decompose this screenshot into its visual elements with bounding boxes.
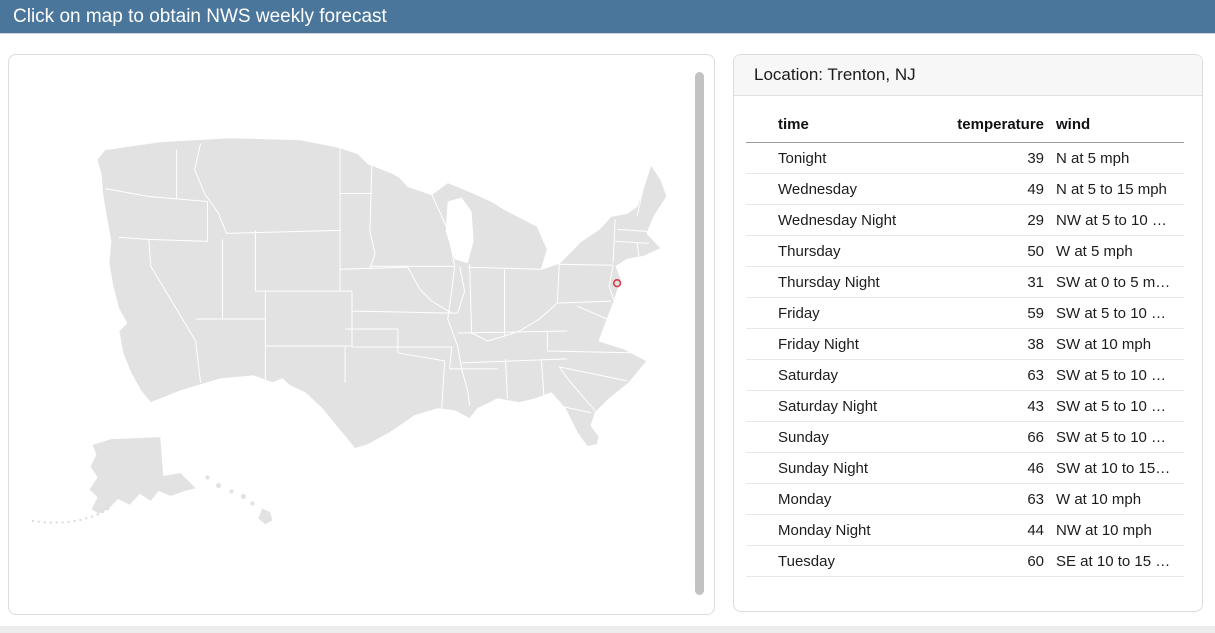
location-title: Location: Trenton, NJ	[734, 55, 1202, 96]
cell-temperature: 59	[946, 297, 1044, 329]
cell-temperature: 46	[946, 452, 1044, 484]
cell-temperature: 31	[946, 266, 1044, 298]
cell-time: Wednesday Night	[746, 204, 946, 236]
table-row: Friday Night 38 SW at 10 mph	[746, 328, 1184, 360]
table-row: Tuesday 60 SE at 10 to 15 …	[746, 545, 1184, 577]
cell-time: Monday	[746, 483, 946, 515]
cell-wind: NW at 10 mph	[1044, 514, 1184, 546]
cell-temperature: 43	[946, 390, 1044, 422]
table-row: Sunday Night 46 SW at 10 to 15…	[746, 452, 1184, 484]
main-content: Location: Trenton, NJ time temperature w…	[0, 34, 1215, 626]
cell-wind: SW at 10 mph	[1044, 328, 1184, 360]
map-panel	[8, 54, 715, 615]
forecast-table: time temperature wind Tonight 39 N at 5 …	[746, 108, 1184, 577]
cell-time: Tonight	[746, 142, 946, 174]
cell-temperature: 66	[946, 421, 1044, 453]
table-row: Saturday Night 43 SW at 5 to 10 …	[746, 390, 1184, 422]
cell-temperature: 63	[946, 359, 1044, 391]
page-title: Click on map to obtain NWS weekly foreca…	[0, 0, 1215, 34]
cell-time: Sunday Night	[746, 452, 946, 484]
map-state-borders-west	[104, 143, 498, 409]
column-header-temperature: temperature	[946, 108, 1044, 143]
cell-time: Wednesday	[746, 173, 946, 205]
map-lower48[interactable]	[96, 137, 668, 450]
map-alaska[interactable]	[88, 436, 198, 515]
cell-wind: N at 5 to 15 mph	[1044, 173, 1184, 205]
column-header-time: time	[746, 108, 946, 143]
cell-temperature: 60	[946, 545, 1044, 577]
map-scrollbar-thumb[interactable]	[695, 72, 704, 595]
us-map[interactable]	[9, 55, 714, 614]
cell-wind: SE at 10 to 15 …	[1044, 545, 1184, 577]
cell-time: Thursday	[746, 235, 946, 267]
map-state-borders-midwest	[340, 157, 560, 406]
table-row: Monday Night 44 NW at 10 mph	[746, 514, 1184, 546]
table-row: Thursday 50 W at 5 mph	[746, 235, 1184, 267]
cell-temperature: 63	[946, 483, 1044, 515]
cell-time: Sunday	[746, 421, 946, 453]
table-row: Friday 59 SW at 5 to 10 …	[746, 297, 1184, 329]
cell-time: Monday Night	[746, 514, 946, 546]
cell-wind: N at 5 mph	[1044, 142, 1184, 174]
map-state-borders-east	[457, 169, 650, 414]
cell-temperature: 44	[946, 514, 1044, 546]
cell-time: Saturday	[746, 359, 946, 391]
cell-wind: W at 5 mph	[1044, 235, 1184, 267]
cell-temperature: 49	[946, 173, 1044, 205]
table-row: Saturday 63 SW at 5 to 10 …	[746, 359, 1184, 391]
cell-temperature: 29	[946, 204, 1044, 236]
cell-wind: SW at 0 to 5 m…	[1044, 266, 1184, 298]
cell-temperature: 50	[946, 235, 1044, 267]
cell-temperature: 39	[946, 142, 1044, 174]
forecast-card: Location: Trenton, NJ time temperature w…	[733, 54, 1203, 612]
map-lake-michigan	[445, 197, 474, 264]
cell-wind: W at 10 mph	[1044, 483, 1184, 515]
column-header-wind: wind	[1044, 108, 1184, 143]
cell-time: Thursday Night	[746, 266, 946, 298]
cell-wind: SW at 5 to 10 …	[1044, 390, 1184, 422]
table-row: Sunday 66 SW at 5 to 10 …	[746, 421, 1184, 453]
table-header-row: time temperature wind	[746, 108, 1184, 143]
map-hawaii[interactable]	[205, 475, 273, 525]
cell-time: Tuesday	[746, 545, 946, 577]
cell-temperature: 38	[946, 328, 1044, 360]
table-row: Monday 63 W at 10 mph	[746, 483, 1184, 515]
table-row: Wednesday Night 29 NW at 5 to 10 …	[746, 204, 1184, 236]
forecast-table-body: Tonight 39 N at 5 mph Wednesday 49 N at …	[746, 142, 1184, 577]
cell-wind: SW at 5 to 10 …	[1044, 359, 1184, 391]
location-marker-icon	[612, 278, 622, 288]
cell-time: Saturday Night	[746, 390, 946, 422]
cell-wind: SW at 5 to 10 …	[1044, 297, 1184, 329]
cell-wind: NW at 5 to 10 …	[1044, 204, 1184, 236]
table-row: Wednesday 49 N at 5 to 15 mph	[746, 173, 1184, 205]
cell-wind: SW at 10 to 15…	[1044, 452, 1184, 484]
cell-time: Friday Night	[746, 328, 946, 360]
cell-wind: SW at 5 to 10 …	[1044, 421, 1184, 453]
map-aleutian-islands	[29, 507, 110, 524]
table-row: Tonight 39 N at 5 mph	[746, 142, 1184, 174]
table-row: Thursday Night 31 SW at 0 to 5 m…	[746, 266, 1184, 298]
cell-time: Friday	[746, 297, 946, 329]
